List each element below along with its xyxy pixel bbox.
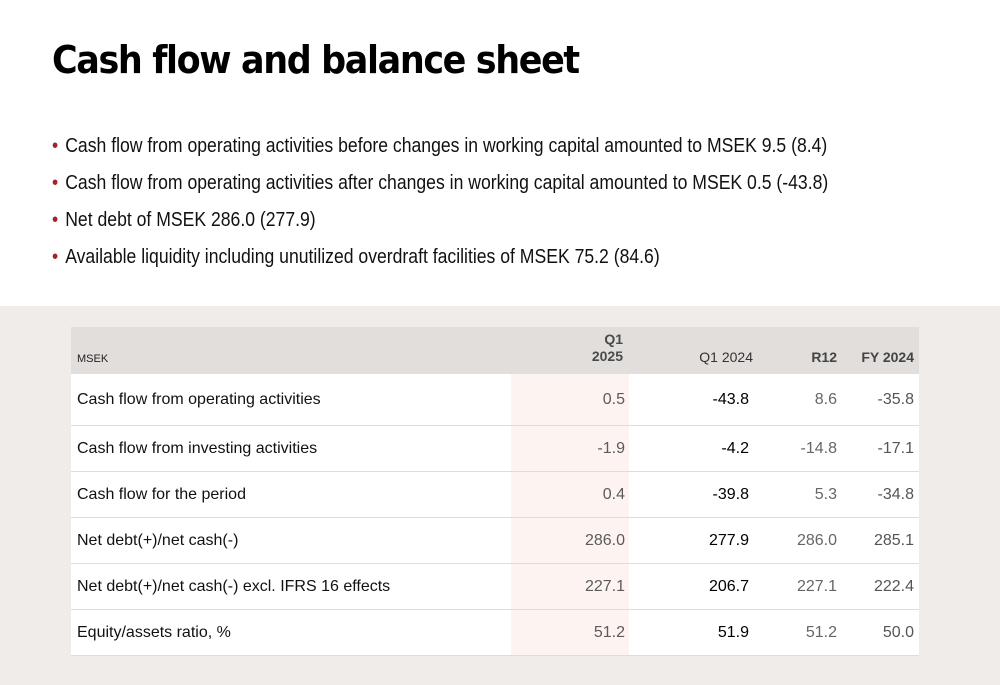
table-header-row: MSEK Q1 2025 Q1 2024 R12 FY 2024 <box>71 327 919 374</box>
cell-q1-2024: 51.9 <box>629 609 749 656</box>
header-q1-2025: Q1 2025 <box>591 331 623 364</box>
cell-r12: 286.0 <box>749 517 841 564</box>
row-label: Equity/assets ratio, % <box>71 609 511 656</box>
bullet-item: • Net debt of MSEK 286.0 (277.9) <box>52 202 828 239</box>
bullet-item: • Available liquidity including unutilize… <box>52 239 828 276</box>
financial-table: MSEK Q1 2025 Q1 2024 R12 FY 2024 Cash flo… <box>71 327 919 656</box>
cell-q1-2024: 206.7 <box>629 563 749 610</box>
bullet-dot-icon: • <box>52 246 59 268</box>
cell-q1-2024: 277.9 <box>629 517 749 564</box>
cell-r12: 51.2 <box>749 609 841 656</box>
cell-fy2024: 222.4 <box>841 563 919 610</box>
cell-q1-2025: 286.0 <box>511 517 629 564</box>
cell-q1-2024: -39.8 <box>629 471 749 518</box>
cell-q1-2025: 0.5 <box>511 374 629 426</box>
table-row: Cash flow for the period 0.4 -39.8 5.3 -… <box>71 471 919 518</box>
header-r12: R12 <box>811 349 837 365</box>
cell-q1-2025: 0.4 <box>511 471 629 518</box>
cell-fy2024: -35.8 <box>841 374 919 426</box>
cell-fy2024: 50.0 <box>841 609 919 656</box>
cell-fy2024: -17.1 <box>841 425 919 472</box>
cell-fy2024: -34.8 <box>841 471 919 518</box>
cell-fy2024: 285.1 <box>841 517 919 564</box>
table-row: Equity/assets ratio, % 51.2 51.9 51.2 50… <box>71 609 919 656</box>
cell-r12: -14.8 <box>749 425 841 472</box>
row-label: Cash flow from investing activities <box>71 425 511 472</box>
bullet-dot-icon: • <box>52 209 59 231</box>
cell-q1-2024: -4.2 <box>629 425 749 472</box>
table-row: Net debt(+)/net cash(-) 286.0 277.9 286.… <box>71 517 919 564</box>
header-fy2024: FY 2024 <box>861 349 914 365</box>
row-label: Cash flow from operating activities <box>71 374 511 426</box>
row-label: Net debt(+)/net cash(-) excl. IFRS 16 ef… <box>71 563 511 610</box>
bullet-text: Available liquidity including unutilized… <box>65 246 660 268</box>
cell-q1-2025: -1.9 <box>511 425 629 472</box>
bullet-text: Cash flow from operating activities befo… <box>65 135 828 157</box>
header-q1-2024: Q1 2024 <box>699 349 753 365</box>
bullet-dot-icon: • <box>52 135 59 157</box>
header-unit-label: MSEK <box>77 353 109 365</box>
bullet-text: Net debt of MSEK 286.0 (277.9) <box>65 209 316 231</box>
row-label: Cash flow for the period <box>71 471 511 518</box>
bullet-text: Cash flow from operating activities afte… <box>65 172 829 194</box>
cell-r12: 8.6 <box>749 374 841 426</box>
cell-q1-2024: -43.8 <box>629 374 749 426</box>
bullet-list: • Cash flow from operating activities bef… <box>52 128 934 276</box>
table-row: Cash flow from investing activities -1.9… <box>71 425 919 472</box>
table-row: Cash flow from operating activities 0.5 … <box>71 374 919 426</box>
bullet-item: • Cash flow from operating activities bef… <box>52 128 828 165</box>
table-row: Net debt(+)/net cash(-) excl. IFRS 16 ef… <box>71 563 919 610</box>
bullet-dot-icon: • <box>52 172 59 194</box>
bullet-item: • Cash flow from operating activities aft… <box>52 165 828 202</box>
cell-r12: 5.3 <box>749 471 841 518</box>
cell-q1-2025: 227.1 <box>511 563 629 610</box>
cell-r12: 227.1 <box>749 563 841 610</box>
cell-q1-2025: 51.2 <box>511 609 629 656</box>
page-title: Cash flow and balance sheet <box>52 38 580 82</box>
row-label: Net debt(+)/net cash(-) <box>71 517 511 564</box>
